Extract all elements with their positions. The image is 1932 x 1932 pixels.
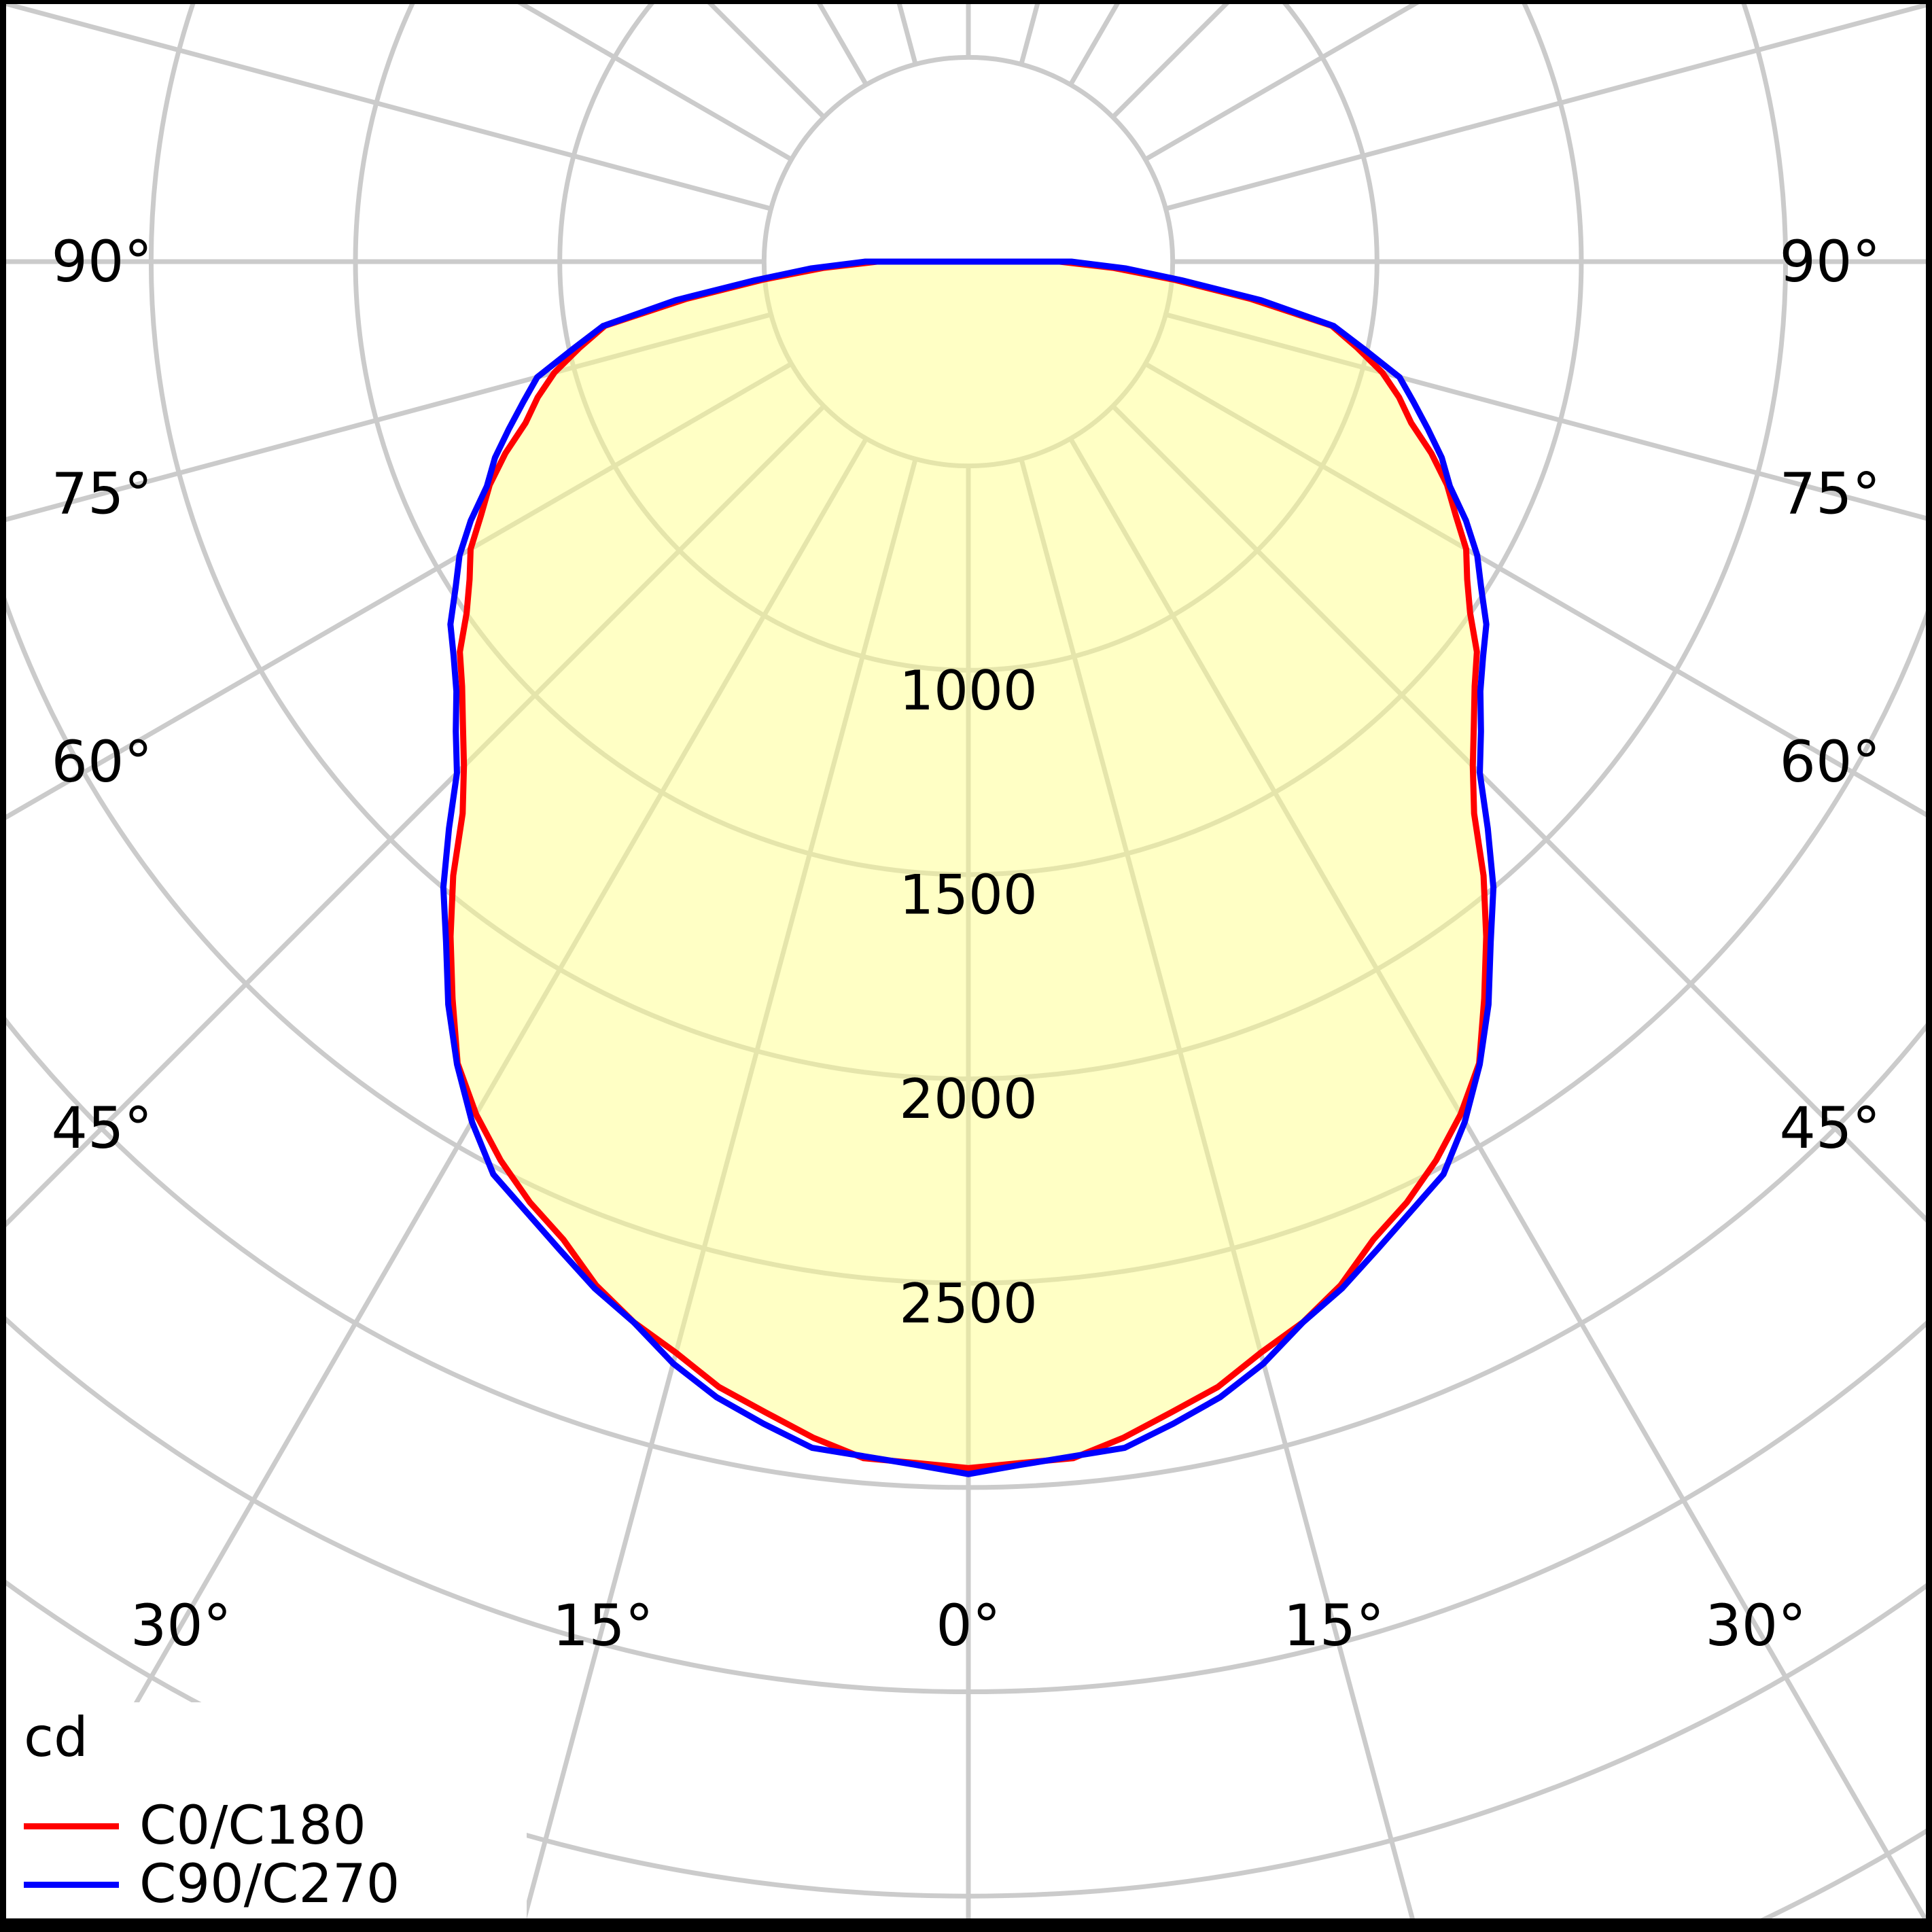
grid-radial-210 — [814, 0, 868, 86]
legend-label-c90: C90/C270 — [139, 1854, 400, 1915]
angle-label-right-90: 90° — [1780, 228, 1881, 295]
angle-label-right-45: 45° — [1780, 1095, 1881, 1161]
angle-label-left-75: 75° — [52, 461, 153, 527]
legend-row-c90: C90/C270 — [0, 1854, 400, 1915]
grid-radial-105 — [1165, 1, 1932, 211]
grid-radial-255 — [0, 0, 772, 211]
angle-label-right-75: 75° — [1780, 461, 1881, 527]
grid-radial-120 — [1144, 0, 1426, 162]
angle-label-bottom-left-30: 30° — [130, 1592, 232, 1659]
grid-radial-165 — [1019, 0, 1041, 65]
frame-bottom — [0, 1918, 1932, 1932]
angle-label-bottom-right-30: 30° — [1705, 1592, 1806, 1659]
frame-top — [0, 0, 1932, 4]
curve-c0-c180 — [447, 258, 1490, 1471]
grid-radial-195 — [896, 0, 918, 65]
legend-row-c0: C0/C180 — [0, 1795, 366, 1857]
intensity-fill — [451, 262, 1486, 1469]
grid-radial-75 — [1165, 312, 1932, 523]
angle-label-left-60: 60° — [52, 728, 153, 795]
grid-radial-300 — [0, 362, 793, 824]
grid-radial-285 — [0, 312, 772, 524]
ring-value-label-1500: 1500 — [899, 863, 1038, 926]
legend: cd C0/C180 C90/C270 — [0, 1702, 527, 1932]
labels: 90° 90° 75° 75° 60° 60° 45° 45° 30° 30° 15° 15° 0° 10… — [52, 228, 1881, 1659]
grid-radial-240 — [510, 0, 793, 162]
grid-radial-60 — [1144, 362, 1932, 821]
frame-left — [0, 0, 6, 1932]
curve-c90-c270 — [440, 258, 1497, 1477]
ring-value-label-2500: 2500 — [899, 1272, 1038, 1335]
legend-swatch-c90-line — [24, 1881, 119, 1888]
frame-right — [1926, 0, 1932, 1932]
ring-value-label-1000: 1000 — [899, 659, 1038, 722]
angle-label-bottom-left-15: 15° — [552, 1592, 654, 1659]
angle-label-left-90: 90° — [52, 228, 153, 295]
angle-label-right-60: 60° — [1780, 728, 1881, 795]
legend-unit-label: cd — [24, 1706, 88, 1769]
legend-swatch-c0-line — [24, 1823, 119, 1829]
ring-value-label-2000: 2000 — [899, 1068, 1038, 1131]
legend-label-c0: C0/C180 — [139, 1795, 366, 1857]
grid-radial-135 — [1111, 0, 1233, 119]
angle-label-bottom-right-15: 15° — [1283, 1592, 1384, 1659]
angle-label-bottom-0: 0° — [936, 1592, 1000, 1659]
grid-radial-150 — [1068, 0, 1123, 86]
grid-radial-225 — [703, 0, 826, 119]
angle-label-left-45: 45° — [52, 1095, 153, 1161]
